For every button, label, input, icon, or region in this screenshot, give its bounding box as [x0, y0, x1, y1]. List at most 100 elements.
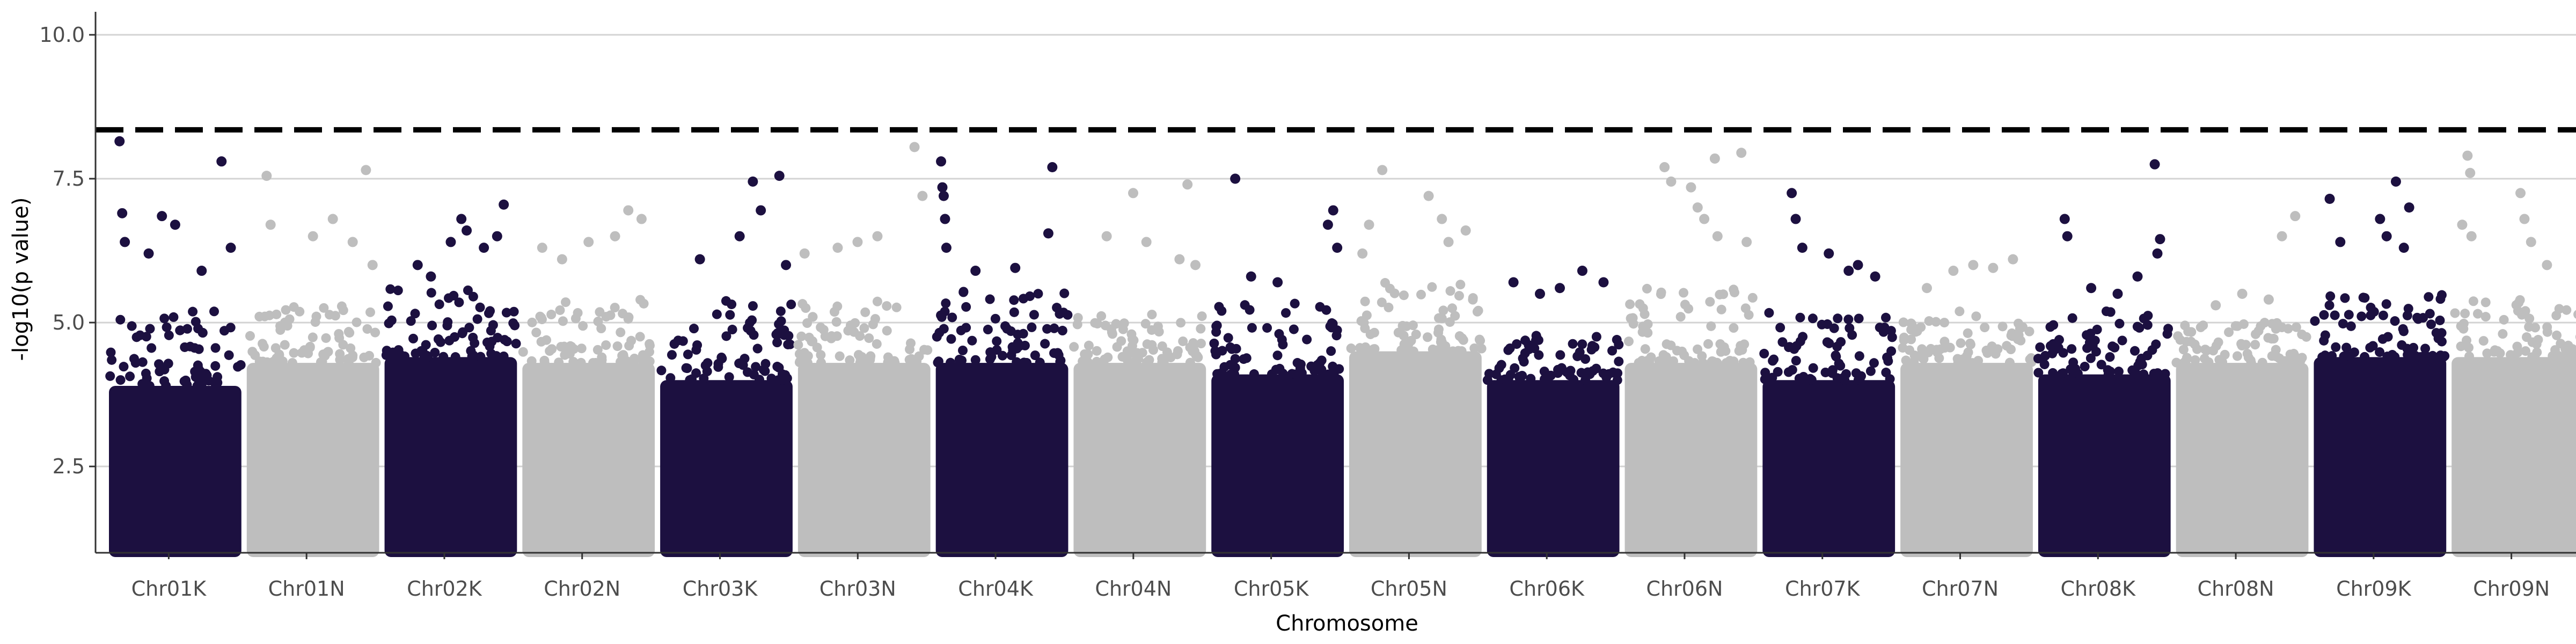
cloud-point — [438, 352, 449, 362]
cloud-point — [1014, 341, 1024, 351]
cloud-point — [2398, 326, 2409, 336]
cloud-point — [2464, 342, 2474, 353]
point-Chr05N-3 — [1423, 191, 1434, 201]
cloud-point — [656, 365, 667, 376]
cloud-point — [1901, 355, 1911, 365]
point-Chr09N-3 — [2466, 231, 2477, 241]
cloud-point — [618, 350, 628, 361]
cloud-point — [1473, 305, 1483, 316]
cloud-point — [1764, 308, 1774, 318]
cloud-point — [748, 301, 758, 311]
cloud-point — [289, 348, 299, 358]
cloud-point — [1854, 351, 1864, 361]
point-Chr07K-5 — [1853, 260, 1863, 270]
cloud-point — [685, 375, 695, 385]
cloud-point — [2360, 352, 2370, 362]
point-Chr02N-0 — [537, 243, 547, 253]
cloud-point — [2435, 315, 2445, 325]
cloud-point — [616, 327, 626, 338]
cloud-point — [2552, 330, 2562, 340]
point-Chr02K-0 — [412, 260, 423, 270]
x-tick-label-17: Chr09N — [2473, 577, 2550, 601]
cloud-point — [2563, 340, 2573, 350]
cloud-point — [799, 348, 809, 358]
cloud-point — [1716, 304, 1726, 314]
cloud-point — [1515, 375, 1525, 385]
point-Chr08K-3 — [2112, 288, 2123, 299]
cloud-point — [1012, 357, 1022, 367]
cloud-point — [2291, 322, 2301, 332]
point-Chr03K-4 — [774, 171, 785, 181]
cloud-point — [2530, 351, 2540, 361]
cloud-point — [321, 333, 331, 343]
cloud-point — [1355, 343, 1365, 353]
cloud-point — [1643, 319, 1653, 330]
cloud-point — [1734, 346, 1744, 356]
cloud-point — [1292, 358, 1302, 368]
point-Chr02K-3 — [456, 214, 467, 224]
cloud-point — [410, 309, 420, 319]
cloud-point — [772, 362, 782, 372]
point-Chr06K-3 — [1577, 266, 1587, 276]
point-Chr01K-3 — [143, 248, 154, 259]
cloud-point — [1760, 374, 1770, 384]
cloud-point — [689, 324, 699, 334]
cloud-point — [362, 324, 372, 334]
point-Chr02K-5 — [479, 243, 489, 253]
cloud-point — [467, 352, 477, 362]
cloud-point — [2117, 335, 2127, 346]
cloud-point — [601, 340, 611, 350]
cloud-point — [804, 332, 814, 342]
cloud-point — [419, 351, 429, 361]
cloud-point — [1865, 366, 1876, 376]
cloud-point — [1475, 335, 1485, 346]
cloud-point — [2383, 332, 2393, 342]
point-Chr08N-0 — [2211, 300, 2221, 311]
cloud-point — [855, 357, 865, 368]
cloud-point — [1025, 291, 1035, 301]
cloud-point — [1411, 330, 1421, 340]
cloud-point — [2558, 352, 2568, 362]
cloud-point — [1227, 344, 1237, 354]
point-Chr06K-0 — [1508, 277, 1519, 288]
cloud-point — [305, 341, 315, 352]
cloud-point — [1784, 342, 1795, 352]
cloud-point — [1159, 357, 1169, 368]
cloud-point — [1918, 353, 1928, 363]
cloud-point — [1469, 343, 1480, 353]
point-Chr09N-5 — [2519, 214, 2530, 224]
cloud-point — [1326, 346, 1336, 356]
cloud-point — [162, 322, 172, 332]
cloud-point — [1500, 374, 1510, 384]
point-Chr09N-0 — [2457, 219, 2468, 230]
point-Chr03K-5 — [781, 260, 792, 270]
cloud-point — [1185, 357, 1195, 368]
cloud-point — [526, 356, 537, 366]
cloud-point — [308, 332, 318, 342]
cloud-point — [2435, 350, 2446, 361]
cloud-point — [2136, 353, 2147, 363]
cloud-point — [1583, 367, 1593, 377]
cloud-point — [2382, 352, 2392, 362]
cloud-point — [2204, 357, 2214, 367]
point-Chr04K-7 — [1043, 228, 1053, 239]
cloud-point — [1905, 345, 1915, 355]
cloud-point — [1883, 356, 1893, 366]
cloud-point — [1445, 317, 1455, 327]
cloud-point — [1274, 329, 1284, 339]
cloud-point — [501, 308, 511, 318]
cloud-point — [2349, 347, 2359, 357]
point-Chr06N-0 — [1659, 162, 1670, 173]
cloud-point — [1223, 333, 1233, 343]
cloud-point — [1644, 356, 1655, 367]
cloud-point — [957, 345, 968, 355]
x-axis-ticks: Chr01K Chr01N Chr02K Chr02N Chr03K Chr03N Chr0… — [131, 553, 2550, 601]
cloud-point — [1360, 296, 1370, 306]
point-Chr06N-4 — [1699, 214, 1710, 224]
cloud-point — [2208, 346, 2219, 356]
cloud-point — [1612, 335, 1622, 345]
point-Chr02N-4 — [623, 205, 634, 216]
point-Chr06K-2 — [1555, 283, 1565, 294]
cloud-point — [468, 291, 478, 302]
cloud-point — [727, 325, 737, 335]
